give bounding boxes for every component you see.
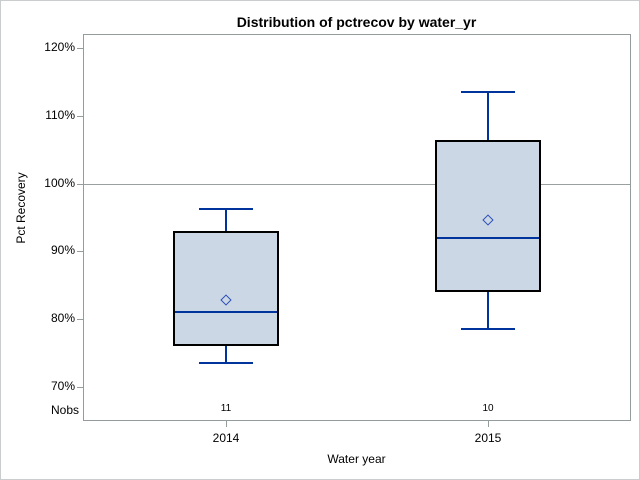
- y-axis-tick: [77, 251, 83, 252]
- box: [173, 231, 279, 346]
- x-axis-title: Water year: [327, 452, 386, 466]
- median-line: [437, 237, 539, 239]
- y-axis-tick: [77, 48, 83, 49]
- plot-frame-right: [630, 34, 631, 421]
- y-axis-tick-label: 80%: [50, 311, 75, 325]
- y-axis-tick-label: 90%: [50, 243, 75, 257]
- x-axis-tick: [226, 421, 227, 427]
- x-axis-line: [83, 420, 631, 421]
- plot-frame-top: [83, 34, 631, 35]
- reference-line-100: [84, 184, 630, 185]
- whisker-upper-line: [225, 209, 227, 231]
- x-axis-tick: [488, 421, 489, 427]
- y-axis-tick-label: 100%: [44, 176, 75, 190]
- nobs-value: 11: [220, 403, 232, 414]
- plot-frame-left: [83, 34, 84, 421]
- nobs-row-label: Nobs: [50, 403, 79, 417]
- whisker-upper-cap: [199, 208, 253, 210]
- y-axis-tick: [77, 184, 83, 185]
- x-axis-tick-label: 2014: [212, 431, 240, 445]
- whisker-lower-line: [225, 346, 227, 363]
- whisker-lower-cap: [461, 328, 515, 330]
- whisker-lower-line: [487, 292, 489, 329]
- y-axis-title: Pct Recovery: [14, 172, 28, 244]
- y-axis-tick-label: 110%: [45, 108, 75, 122]
- whisker-upper-line: [487, 92, 489, 140]
- y-axis-tick: [77, 387, 83, 388]
- y-axis-tick-label: 120%: [44, 40, 75, 54]
- y-axis-tick: [77, 116, 83, 117]
- median-line: [175, 311, 277, 313]
- y-axis-tick-label: 70%: [50, 379, 75, 393]
- x-axis-tick-label: 2015: [474, 431, 502, 445]
- whisker-lower-cap: [199, 362, 253, 364]
- y-axis-tick: [77, 319, 83, 320]
- nobs-value: 10: [482, 403, 494, 414]
- box: [435, 140, 541, 292]
- whisker-upper-cap: [461, 91, 515, 93]
- chart-title: Distribution of pctrecov by water_yr: [236, 14, 477, 30]
